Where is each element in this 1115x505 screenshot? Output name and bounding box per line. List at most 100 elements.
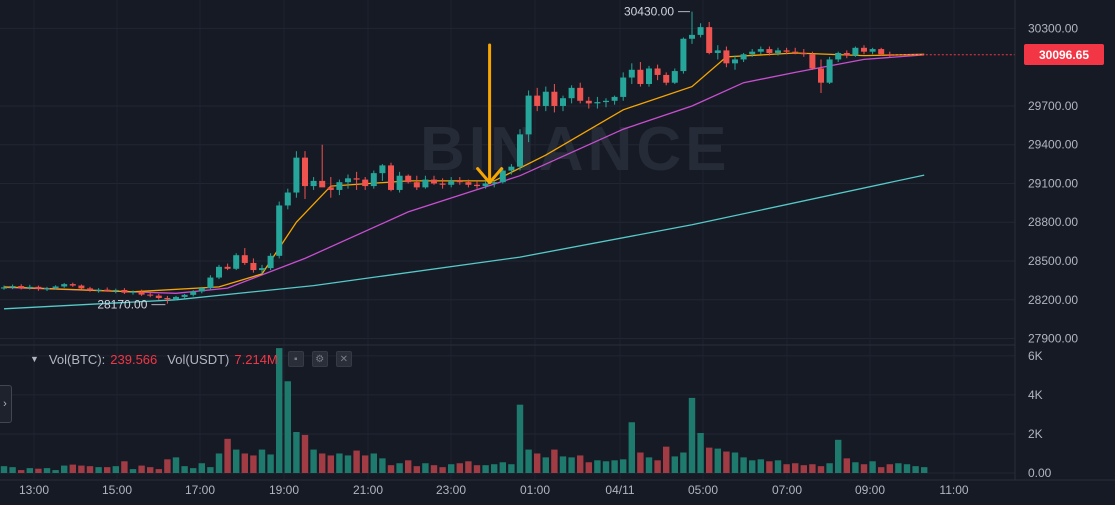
time-tick-label: 19:00	[269, 483, 299, 497]
candle-body	[241, 255, 248, 263]
candle-body	[534, 95, 541, 106]
volume-bar	[310, 449, 317, 473]
candle-body	[878, 49, 885, 55]
volume-bar	[258, 449, 266, 473]
candle-body	[422, 179, 429, 188]
candle-body	[336, 182, 343, 190]
candle-body	[267, 255, 274, 269]
candle-body	[792, 51, 799, 53]
volume-bar	[886, 464, 893, 473]
ma-slow-line	[3, 174, 925, 310]
volume-bar	[439, 467, 446, 473]
volume-bar	[903, 464, 911, 473]
hide-icon[interactable]: ▪	[287, 351, 304, 367]
volume-tick-label: 6K	[1028, 349, 1043, 363]
volume-axis: 6K 4K 2K 0.00	[1028, 349, 1052, 480]
time-tick-label: 07:00	[772, 483, 802, 497]
candle-body	[646, 68, 652, 84]
candle-body	[594, 102, 601, 104]
volume-bar	[396, 463, 403, 473]
candle-body	[216, 266, 222, 278]
volume-bar	[645, 457, 653, 473]
volume-bar	[362, 455, 369, 473]
volume-bar	[405, 460, 412, 473]
candle-body	[413, 182, 420, 188]
candle-body	[723, 50, 730, 64]
volume-bar	[293, 432, 300, 473]
candle-body	[190, 291, 197, 295]
volume-bar	[577, 455, 584, 473]
volume-bar	[215, 453, 223, 473]
volume-bar	[181, 466, 188, 473]
volume-bar	[370, 453, 377, 473]
volume-bar	[190, 468, 197, 473]
volume-bar	[912, 466, 919, 473]
volume-bar	[654, 460, 661, 473]
volume-bar	[714, 448, 721, 473]
volume-bar	[267, 454, 274, 473]
volume-bar	[723, 451, 730, 473]
candle-body	[396, 175, 403, 190]
candle-body	[620, 77, 627, 97]
volume-bar	[508, 464, 515, 473]
volume-bar	[843, 458, 850, 473]
candle-body	[835, 52, 842, 60]
candle-body	[818, 68, 824, 83]
candle-body	[35, 286, 42, 289]
volume-legend: ▼ Vol(BTC): 239.566 Vol(USDT) 7.214M ▪ ⚙…	[30, 350, 360, 368]
candle-body	[61, 284, 68, 287]
candle-body	[680, 38, 687, 72]
close-icon[interactable]: ✕	[335, 351, 352, 367]
volume-bar	[637, 452, 644, 473]
collapse-caret-icon[interactable]: ▼	[30, 354, 39, 364]
candle-body	[207, 277, 214, 289]
candle-body	[465, 182, 472, 185]
time-tick-label: 11:00	[939, 483, 968, 497]
vol-btc-value: 239.566	[110, 351, 158, 367]
volume-bar	[78, 465, 85, 473]
volume-bar	[104, 467, 111, 473]
candle-body	[508, 166, 515, 171]
candle-body	[353, 178, 360, 180]
volume-bar	[52, 470, 59, 473]
candle-body	[671, 71, 678, 83]
volume-bar	[869, 461, 876, 473]
volume-bar	[792, 463, 799, 473]
volume-bar	[697, 432, 704, 473]
volume-bar	[800, 465, 807, 473]
volume-bar	[878, 467, 885, 473]
candle-body	[327, 187, 334, 190]
volume-bar	[327, 455, 334, 473]
price-axis: 30300.00 29700.00 29400.00 29100.00 28800.00…	[1028, 21, 1078, 345]
candle-body	[456, 180, 463, 183]
volume-bar	[147, 467, 154, 473]
volume-bar	[688, 397, 696, 473]
candle-body	[319, 180, 326, 188]
volume-bar	[620, 459, 627, 473]
candle-body	[147, 294, 154, 296]
volume-bar	[43, 468, 51, 473]
candle-body	[250, 262, 257, 271]
candle-body	[26, 286, 33, 288]
volume-bar	[585, 462, 592, 473]
volume-bar	[0, 466, 8, 473]
volume-bar	[491, 464, 498, 473]
volume-bar	[663, 446, 670, 473]
volume-bar	[774, 460, 782, 473]
volume-bar	[35, 468, 42, 473]
volume-tick-label: 0.00	[1028, 466, 1052, 480]
candle-body	[775, 50, 781, 53]
volume-bar	[319, 453, 326, 473]
volume-bar	[448, 464, 455, 473]
grid-lines	[0, 0, 1015, 480]
volume-bar	[284, 381, 291, 473]
settings-icon[interactable]: ⚙	[311, 351, 328, 367]
volume-bar	[835, 439, 842, 473]
volume-bar	[826, 463, 833, 473]
volume-bar	[473, 465, 481, 473]
time-tick-label: 21:00	[353, 483, 383, 497]
volume-bar	[482, 465, 489, 473]
candle-body	[482, 183, 489, 187]
expand-panel-button[interactable]: ›	[0, 385, 12, 423]
